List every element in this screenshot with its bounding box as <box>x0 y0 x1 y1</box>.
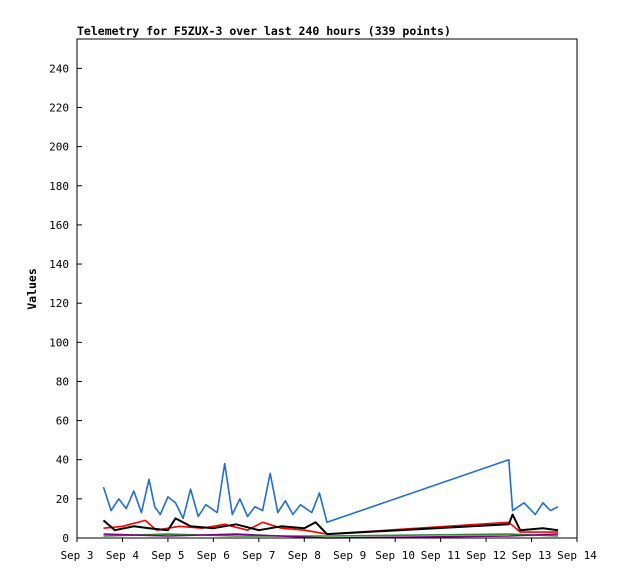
series-line-2 <box>102 513 559 536</box>
series-lines <box>102 458 559 539</box>
series-line-1 <box>103 519 559 535</box>
y-tick-label: 180 <box>49 180 69 193</box>
x-tick-label: Sep 14 <box>557 549 597 562</box>
x-tick-label: Sep 10 <box>375 549 415 562</box>
y-tick-label: 100 <box>49 336 69 349</box>
y-tick-label: 140 <box>49 258 69 271</box>
y-tick-label: 0 <box>62 532 69 545</box>
y-tick-label: 20 <box>56 493 69 506</box>
x-tick-label: Sep 7 <box>242 549 275 562</box>
y-axis: 0 20 40 60 80 100 120 140 160 180 200 220 240 <box>49 62 82 545</box>
x-tick-label: Sep 11 <box>421 549 461 562</box>
x-tick-label: Sep 8 <box>288 549 321 562</box>
y-tick-label: 200 <box>49 141 69 154</box>
y-tick-label: 240 <box>49 62 69 75</box>
y-tick-label: 160 <box>49 219 69 232</box>
y-axis-title: Values <box>25 268 39 310</box>
x-tick-label: Sep 4 <box>106 549 139 562</box>
y-tick-label: 220 <box>49 101 69 114</box>
x-tick-label: Sep 5 <box>151 549 184 562</box>
plot-frame <box>76 38 578 539</box>
x-tick-label: Sep 9 <box>333 549 366 562</box>
x-tick-label: Sep 3 <box>60 549 93 562</box>
x-tick-label: Sep 6 <box>197 549 230 562</box>
x-axis: Sep 3 Sep 4 Sep 5 Sep 6 Sep 7 Sep 8 Sep 9 Sep 1… <box>60 538 597 562</box>
y-tick-label: 80 <box>56 375 69 388</box>
y-tick-label: 60 <box>56 415 69 428</box>
series-line-0 <box>102 458 559 524</box>
y-tick-label: 120 <box>49 297 69 310</box>
y-tick-label: 40 <box>56 454 69 467</box>
chart-title: Telemetry for F5ZUX-3 over last 240 hour… <box>77 24 451 38</box>
x-tick-label: Sep 12 <box>466 549 506 562</box>
x-tick-label: Sep 13 <box>512 549 552 562</box>
series-line-4 <box>103 533 559 539</box>
